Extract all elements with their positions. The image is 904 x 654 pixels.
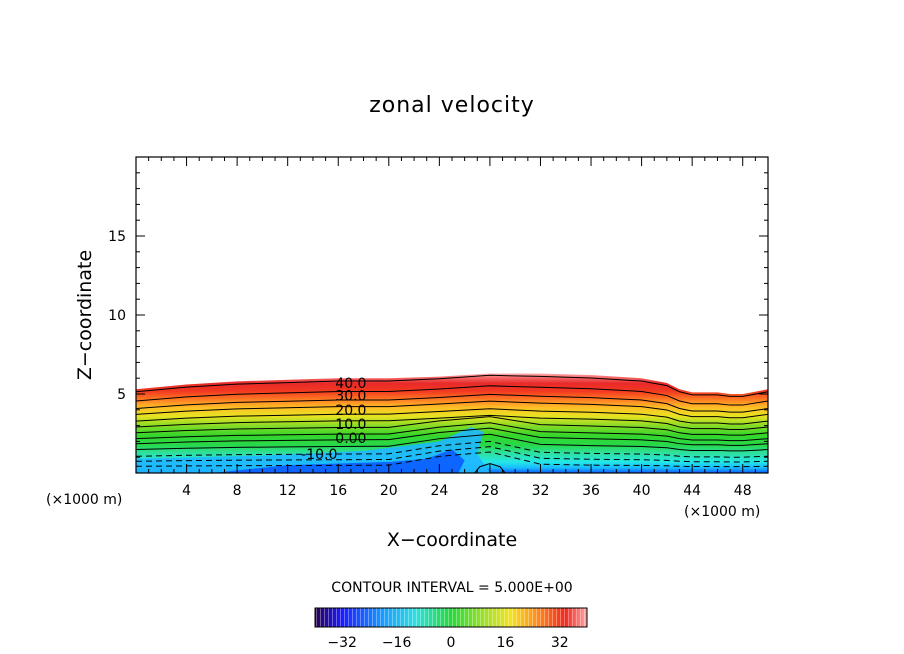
contour-line (136, 408, 768, 425)
chart-title: zonal velocity (369, 93, 535, 118)
contour-label: 40.0 (335, 376, 366, 392)
x-axis-label: X−coordinate (387, 529, 517, 551)
strong-low-velocity-region (211, 449, 465, 473)
x-tick-label: 4 (182, 483, 191, 499)
contour-line (136, 400, 768, 419)
colorbar-tick-label: 16 (496, 635, 514, 651)
x-tick-label: 36 (582, 483, 600, 499)
x-tick-label: 44 (683, 483, 701, 499)
contour-line (136, 433, 768, 452)
colorbar-ticks: −32 −16 0 16 32 (327, 635, 568, 651)
contour-label: 0.00 (335, 431, 366, 447)
x-tick-label: 48 (734, 483, 752, 499)
contour-labels: 40.030.020.010.00.00-10.0 (301, 376, 366, 463)
contour-label: 10.0 (335, 417, 366, 433)
x-tick-label: 24 (430, 483, 448, 499)
contour-line (136, 422, 768, 442)
colorbar-stripes (315, 608, 587, 627)
colorbar-tick-label: 32 (551, 635, 569, 651)
contour-line (136, 440, 768, 458)
colorbar: −32 −16 0 16 32 (314, 607, 588, 651)
x-tick-labels: 4 8 12 16 20 24 28 32 36 40 44 48 (182, 483, 752, 499)
plot-area: 40.030.020.010.00.00-10.0 (136, 373, 768, 473)
contour-label: -10.0 (301, 447, 337, 463)
contour-label: 20.0 (335, 403, 366, 419)
contour-line (136, 414, 768, 431)
contour-line (136, 427, 768, 446)
colorbar-tick-label: −32 (327, 635, 357, 651)
colorbar-tick-label: −16 (382, 635, 412, 651)
y-unit-note: (×1000 m) (46, 492, 122, 508)
y-tick-labels: 5 10 15 (108, 229, 126, 403)
x-unit-note: (×1000 m) (684, 504, 760, 520)
y-tick-label: 10 (108, 308, 126, 324)
contour-line (136, 385, 768, 406)
x-tick-label: 40 (633, 483, 651, 499)
y-axis-label: Z−coordinate (74, 250, 96, 380)
x-tick-label: 8 (233, 483, 242, 499)
contour-label: 30.0 (335, 389, 366, 405)
x-tick-label: 20 (380, 483, 398, 499)
contour-lines (136, 374, 768, 468)
x-tick-label: 16 (329, 483, 347, 499)
contour-line (136, 446, 768, 463)
mountain-feature (474, 462, 506, 473)
x-tick-label: 12 (279, 483, 297, 499)
x-tick-label: 28 (481, 483, 499, 499)
y-tick-label: 15 (108, 229, 126, 245)
colorbar-frame (314, 607, 588, 628)
contour-line (136, 374, 768, 397)
contour-line (136, 416, 768, 436)
contour-interval-text: CONTOUR INTERVAL = 5.000E+00 (331, 580, 572, 596)
y-tick-label: 5 (117, 387, 126, 403)
axis-ticks (136, 157, 768, 473)
contour-line (136, 451, 768, 468)
contour-line (136, 393, 768, 413)
colorbar-tick-label: 0 (447, 635, 456, 651)
x-tick-label: 32 (532, 483, 550, 499)
